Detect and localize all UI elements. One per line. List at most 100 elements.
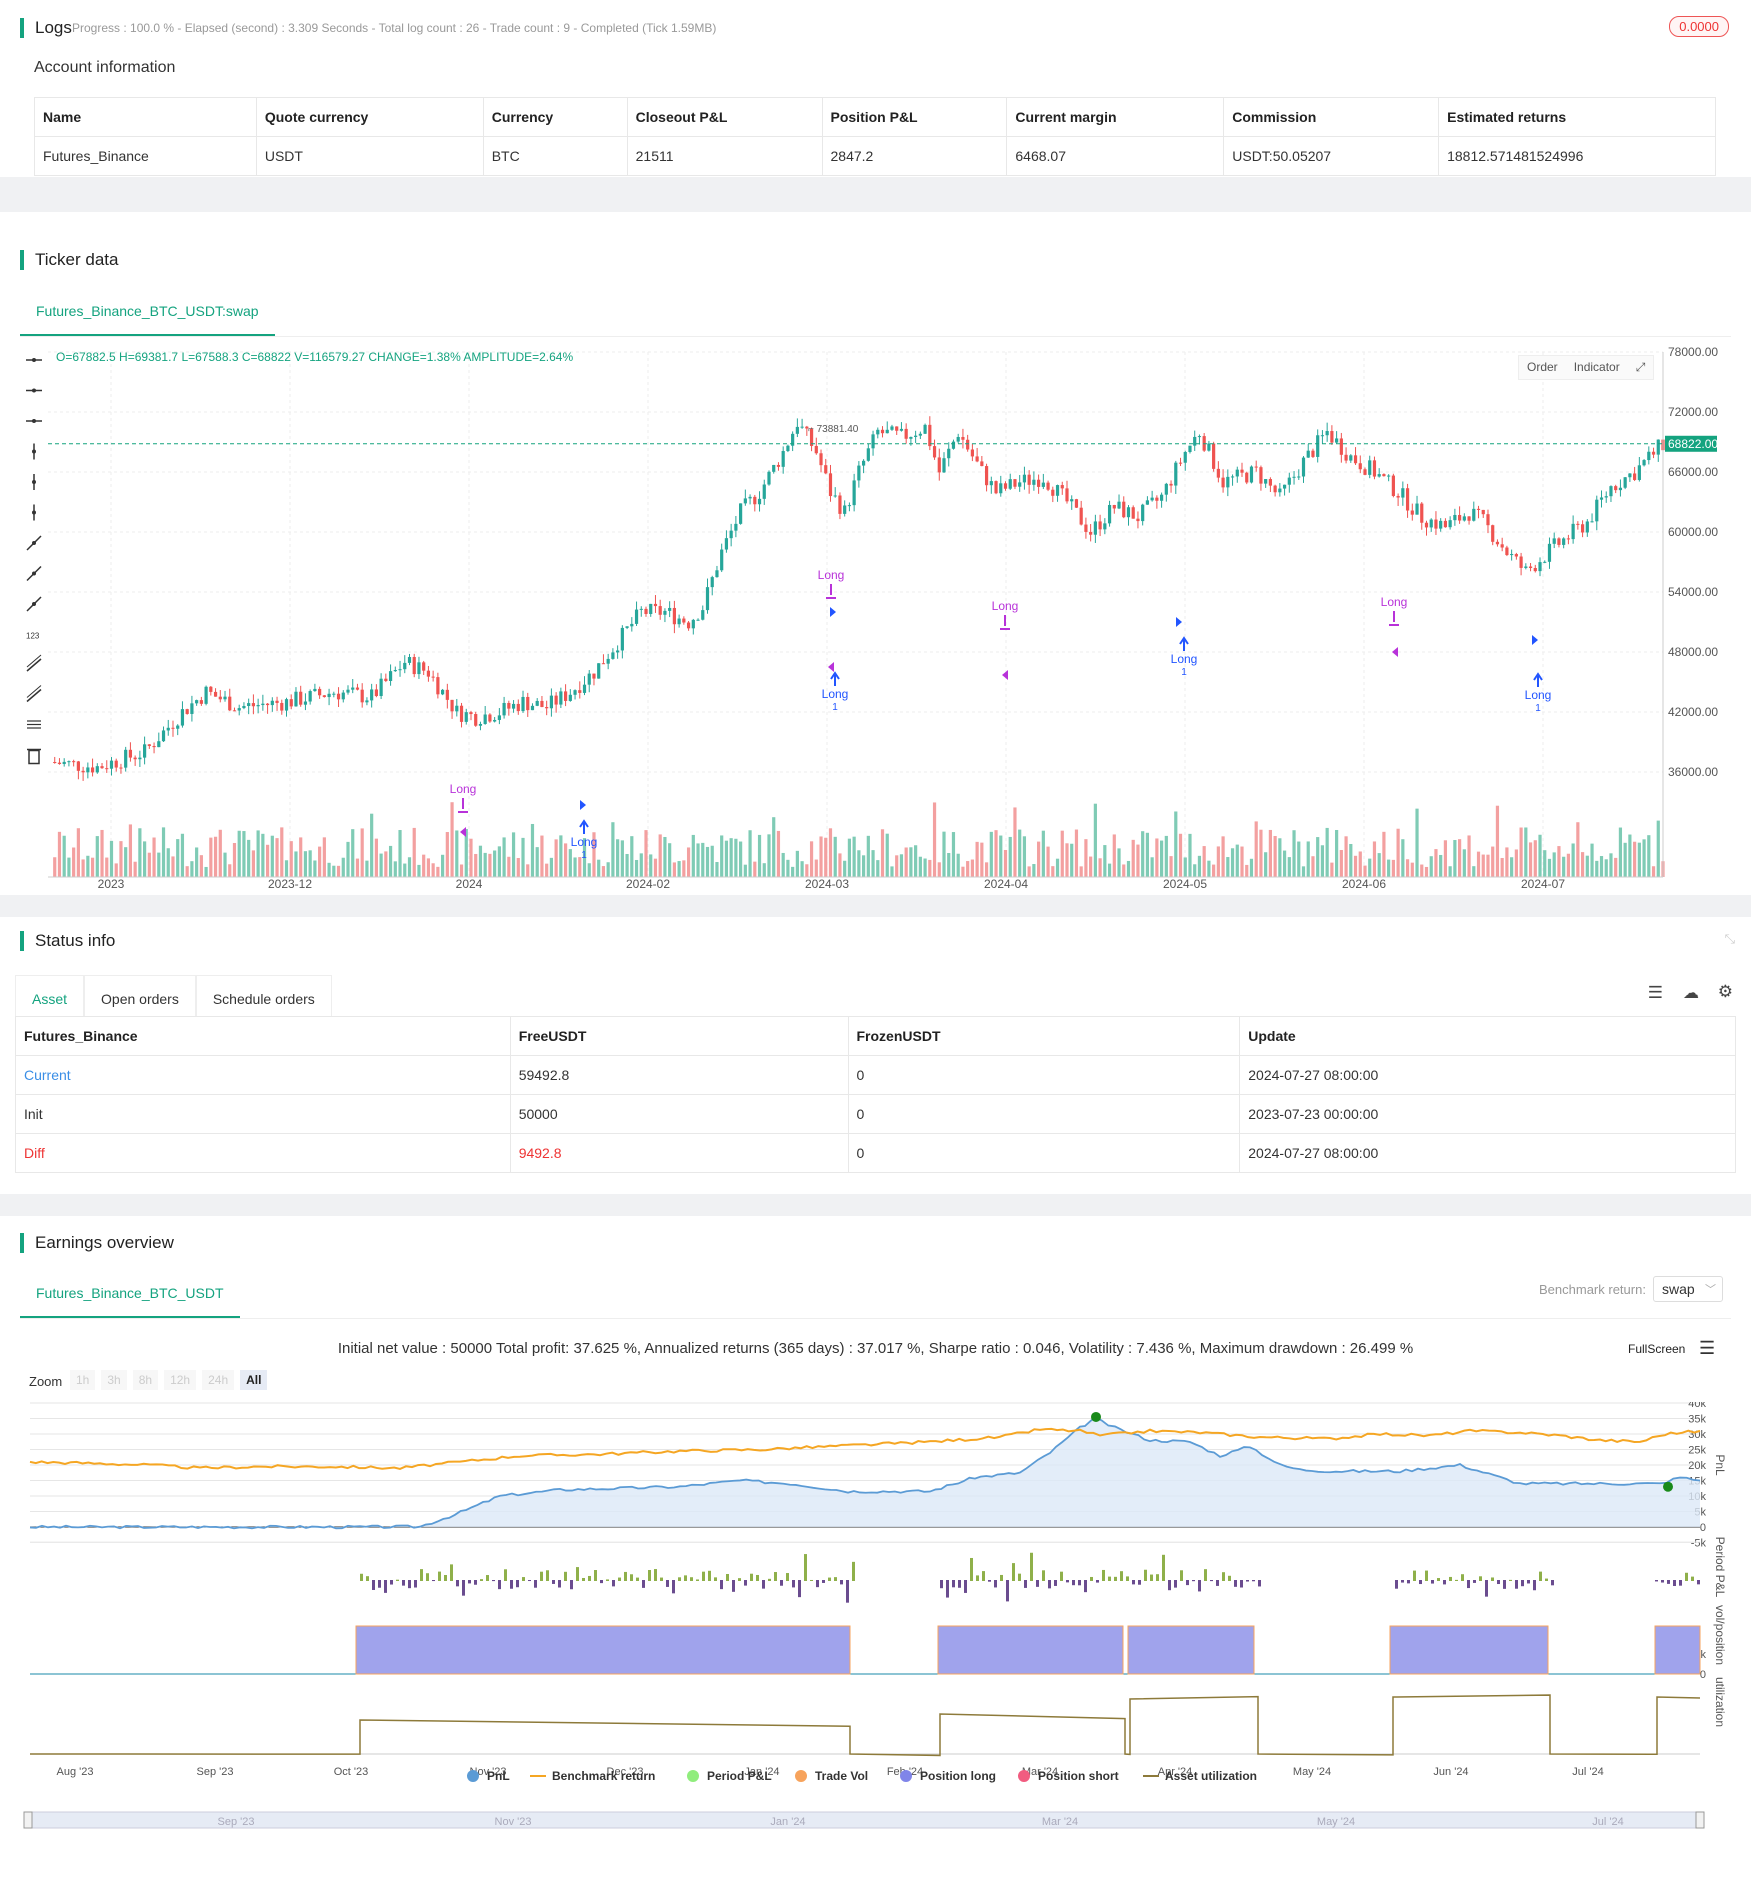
zoom-button-3h[interactable]: 3h: [101, 1370, 127, 1390]
ticker-tab[interactable]: Futures_Binance_BTC_USDT:swap: [20, 288, 275, 336]
menu-icon[interactable]: ☰: [1699, 1338, 1716, 1358]
navigator-handle-left[interactable]: [23, 1811, 33, 1829]
period-bar: [1485, 1580, 1488, 1597]
period-bar: [540, 1571, 543, 1581]
volume-bar: [426, 858, 431, 877]
zoom-button-24h[interactable]: 24h: [202, 1370, 235, 1390]
drawing-tool-icon[interactable]: [26, 565, 42, 582]
candle-body: [1604, 496, 1608, 498]
logs-badge[interactable]: 0.0000: [1669, 16, 1729, 37]
candle-body: [393, 670, 397, 672]
x-tick: Sep '23: [197, 1766, 234, 1778]
period-bar: [1661, 1580, 1664, 1583]
benchmark-select[interactable]: swap ﹀: [1653, 1276, 1723, 1302]
drawing-tool-icon[interactable]: [27, 720, 41, 729]
gear-icon[interactable]: ⚙: [1717, 982, 1733, 1001]
period-bar: [426, 1573, 429, 1581]
navigator[interactable]: [23, 1811, 1705, 1829]
exit-long-mark[interactable]: Long: [1381, 595, 1408, 626]
drawing-tool-icon[interactable]: 123: [26, 632, 40, 641]
exit-long-mark[interactable]: Long: [992, 599, 1019, 630]
exit-long-mark[interactable]: Long: [818, 568, 845, 599]
period-bar: [958, 1580, 961, 1588]
legend-item[interactable]: Benchmark return: [530, 1769, 655, 1783]
indicator-button[interactable]: Indicator: [1573, 360, 1620, 374]
volume-bar: [1084, 839, 1088, 877]
volume-bar: [284, 860, 289, 877]
volume-bar: [1141, 831, 1145, 877]
volume-bar: [743, 864, 747, 877]
legend-item[interactable]: Asset utilization: [1143, 1769, 1257, 1783]
period-bar: [606, 1579, 609, 1581]
pnl-tick: 35k: [1688, 1414, 1706, 1426]
drawing-tool-icon[interactable]: [26, 654, 42, 672]
period-bar: [1258, 1580, 1261, 1587]
volume-bar: [1136, 844, 1140, 877]
fullscreen-button[interactable]: FullScreen: [1628, 1342, 1686, 1356]
account-cell: USDT:50.05207: [1223, 136, 1440, 176]
candle-body: [1599, 497, 1604, 500]
pnl-tick: -5k: [1691, 1538, 1707, 1550]
order-button[interactable]: Order: [1527, 360, 1558, 374]
period-bar: [804, 1554, 807, 1581]
candle-body: [611, 652, 615, 659]
volume-bar: [644, 830, 648, 877]
nav-tick: May '24: [1317, 1816, 1355, 1828]
legend-item[interactable]: Period P&L: [687, 1769, 772, 1783]
period-bar: [504, 1569, 507, 1581]
zoom-button-12h[interactable]: 12h: [164, 1370, 197, 1390]
volume-bar: [1060, 830, 1064, 877]
drawing-tool-icon[interactable]: [26, 596, 42, 612]
zoom-button-1h[interactable]: 1h: [70, 1370, 96, 1390]
drawing-tool-icon[interactable]: [26, 535, 42, 551]
volume-bar: [639, 853, 643, 877]
period-bar: [480, 1579, 483, 1581]
drawing-tool-icon[interactable]: [32, 474, 36, 490]
volume-bar: [1065, 843, 1069, 877]
volume-bar: [464, 829, 468, 877]
legend-item[interactable]: PnL: [467, 1769, 510, 1783]
drawing-tool-icon[interactable]: [26, 388, 42, 393]
volume-bar: [852, 836, 856, 877]
volume-bar: [431, 863, 435, 877]
navigator-handle-right[interactable]: [1695, 1811, 1705, 1829]
volume-bar: [1571, 843, 1575, 877]
volume-bar: [1396, 828, 1400, 877]
volume-bar: [185, 866, 189, 877]
candle-body: [1633, 473, 1637, 480]
legend-item[interactable]: Trade Vol: [795, 1769, 868, 1783]
candle-body: [1552, 538, 1556, 544]
drawing-tool-icon[interactable]: [26, 419, 42, 423]
period-bar: [1479, 1576, 1482, 1581]
exit-long-mark[interactable]: Long: [450, 782, 477, 813]
volume-bar: [270, 835, 274, 877]
drawing-tool-icon[interactable]: [32, 504, 36, 521]
expand-icon[interactable]: ⤢: [1635, 360, 1646, 374]
zoom-button-8h[interactable]: 8h: [132, 1370, 159, 1390]
price-tick: 66000.00: [1668, 465, 1718, 479]
drawing-toolbar[interactable]: 123: [24, 352, 48, 992]
legend-item[interactable]: Position short: [1018, 1769, 1119, 1783]
candle-body: [1486, 514, 1490, 526]
volume-bar: [961, 866, 965, 877]
exit-arrow: [828, 662, 834, 672]
download-icon[interactable]: ☁: [1683, 985, 1699, 1002]
legend-item[interactable]: Position long: [900, 1769, 996, 1783]
drawing-tool-icon[interactable]: [32, 443, 36, 460]
volume-bar: [213, 836, 218, 877]
collapse-icon[interactable]: ⤡: [1724, 931, 1735, 946]
drawing-tool-icon[interactable]: [26, 685, 42, 703]
zoom-button-All[interactable]: All: [240, 1370, 268, 1390]
list-icon[interactable]: ☰: [1647, 983, 1663, 1002]
period-bar: [1413, 1570, 1416, 1581]
drawing-tool-icon[interactable]: [27, 748, 41, 765]
earnings-tab[interactable]: Futures_Binance_BTC_USDT: [20, 1270, 240, 1318]
volume-bar: [379, 853, 383, 877]
drawing-tool-icon[interactable]: [26, 358, 42, 362]
